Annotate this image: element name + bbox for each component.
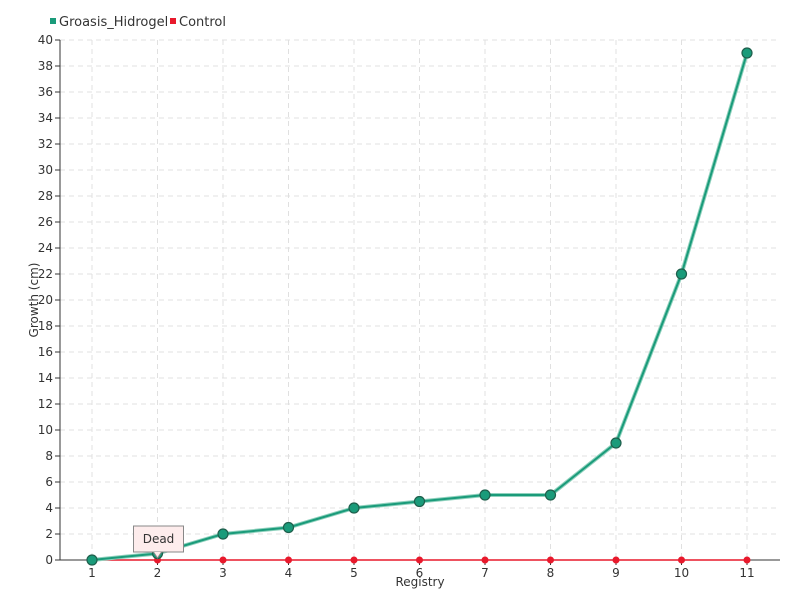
x-tick-label: 5	[350, 566, 358, 580]
legend-label-control[interactable]: Control	[179, 15, 226, 30]
x-tick-label: 8	[547, 566, 555, 580]
y-tick-label: 22	[38, 267, 53, 281]
data-point-groasis[interactable]	[610, 437, 622, 449]
data-point-groasis[interactable]	[282, 521, 295, 534]
x-axis-title: Registry	[395, 575, 444, 589]
legend-label-groasis[interactable]: Groasis_Hidrogel	[59, 15, 168, 30]
data-point-control[interactable]	[416, 556, 423, 564]
legend-swatch-control	[170, 18, 176, 24]
tooltip-text: Dead	[143, 532, 175, 546]
x-tick-label: 2	[154, 566, 162, 580]
y-tick-label: 30	[38, 163, 53, 177]
x-tick-label: 1	[88, 566, 96, 580]
series-group	[86, 47, 753, 566]
y-tick-label: 0	[45, 553, 53, 567]
annotation-tooltip: Dead	[133, 525, 184, 559]
data-point-control[interactable]	[219, 556, 227, 564]
tooltip-box	[133, 525, 184, 553]
x-tick-label: 7	[481, 566, 489, 580]
data-point-groasis[interactable]	[741, 47, 753, 59]
data-point-groasis[interactable]	[544, 489, 557, 501]
y-tick-label: 20	[38, 293, 53, 307]
y-tick-label: 14	[38, 371, 53, 385]
y-tick-label: 12	[38, 397, 53, 411]
legend: Groasis_Hidrogel Control	[50, 15, 226, 30]
x-tick-label: 6	[416, 566, 424, 580]
data-point-groasis[interactable]	[413, 495, 426, 508]
data-point-control[interactable]	[547, 556, 554, 564]
data-point-groasis[interactable]	[675, 268, 688, 280]
data-point-groasis[interactable]	[86, 554, 98, 566]
y-tick-label: 36	[38, 85, 53, 99]
x-tick-label: 10	[674, 566, 689, 580]
data-point-groasis[interactable]	[479, 489, 491, 501]
legend-swatch-groasis	[50, 18, 56, 24]
y-axis-title: Growth (cm)	[27, 263, 41, 338]
x-tick-label: 3	[219, 566, 227, 580]
y-tick-label: 32	[38, 137, 53, 151]
y-tick-label: 24	[38, 241, 53, 255]
x-tick-label: 4	[285, 566, 293, 580]
y-tick-label: 2	[45, 527, 53, 541]
y-tick-label: 6	[45, 475, 53, 489]
data-point-groasis[interactable]	[217, 528, 229, 540]
x-axis: 1 2 3 4 5 6 7 8 9 10 11	[88, 560, 755, 580]
data-point-control[interactable]	[481, 556, 489, 564]
data-point-control[interactable]	[743, 556, 751, 564]
y-tick-label: 16	[38, 345, 53, 359]
data-point-control[interactable]	[678, 556, 685, 564]
data-point-control[interactable]	[612, 556, 620, 564]
data-point-control[interactable]	[285, 556, 292, 564]
data-point-control[interactable]	[350, 556, 358, 564]
y-tick-label: 4	[45, 501, 53, 515]
data-point-groasis[interactable]	[348, 502, 360, 514]
grid	[60, 39, 780, 560]
y-tick-label: 26	[38, 215, 53, 229]
y-tick-label: 18	[38, 319, 53, 333]
y-tick-label: 28	[38, 189, 53, 203]
tooltip-pointer	[153, 551, 162, 559]
x-tick-label: 9	[612, 566, 620, 580]
y-tick-label: 40	[38, 33, 53, 47]
y-tick-label: 34	[38, 111, 53, 125]
y-tick-label: 38	[38, 59, 53, 73]
y-tick-label: 10	[38, 423, 53, 437]
x-tick-label: 11	[739, 566, 754, 580]
y-tick-label: 8	[45, 449, 53, 463]
